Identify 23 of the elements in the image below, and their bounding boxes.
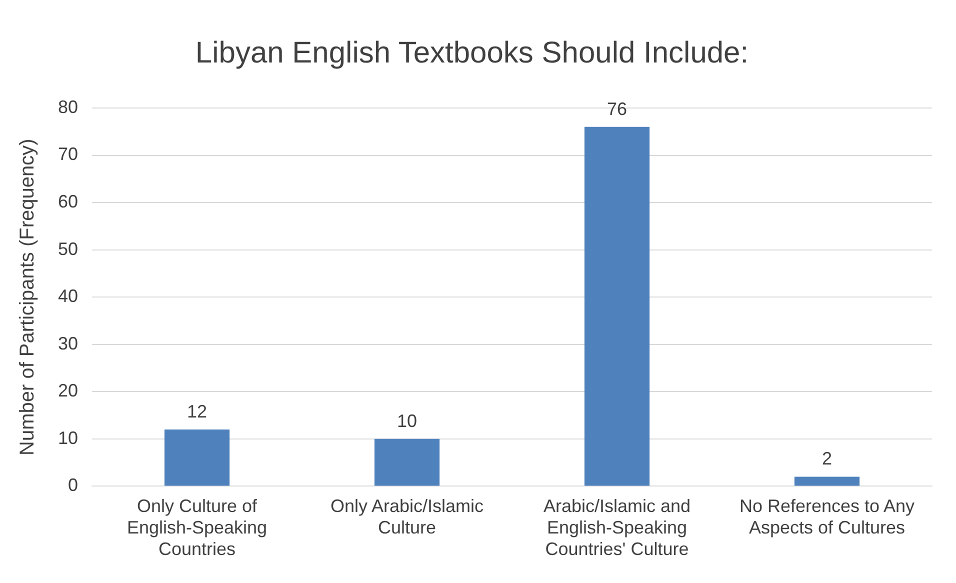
bar [374, 438, 440, 486]
chart-title: Libyan English Textbooks Should Include: [195, 36, 749, 70]
x-tick-label: Arabic/Islamic and English-Speaking Countries' Culture [543, 496, 691, 560]
y-axis-title: Number of Participants (Frequency) [16, 138, 39, 456]
y-tick-label: 70 [58, 144, 78, 164]
x-tick-label: Only Arabic/Islamic Culture [330, 496, 484, 538]
data-label: 10 [397, 410, 418, 431]
data-label: 2 [822, 448, 832, 469]
y-tick-label: 0 [68, 475, 78, 496]
y-tick-label: 60 [58, 192, 78, 212]
y-tick-label: 80 [58, 96, 78, 117]
y-tick-label: 40 [58, 286, 78, 306]
data-label: 12 [187, 401, 208, 422]
bar [584, 126, 650, 486]
y-tick-label: 50 [58, 238, 78, 259]
x-tick-label: No References to Any Aspects of Cultures [739, 496, 915, 538]
bar [794, 476, 860, 486]
data-label: 76 [606, 98, 628, 119]
y-tick-label: 30 [58, 333, 78, 354]
bar [164, 429, 230, 486]
x-tick-label: Only Culture of English-Speaking Countries [126, 496, 268, 560]
y-tick-label: 20 [58, 380, 78, 401]
y-tick-label: 10 [58, 428, 78, 448]
